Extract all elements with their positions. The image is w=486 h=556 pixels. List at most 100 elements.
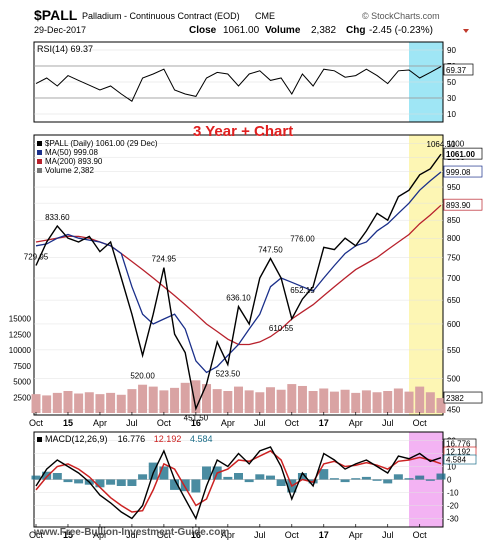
macd-legend-entry: 12.192 bbox=[154, 434, 182, 444]
price-value-tag bbox=[443, 147, 483, 160]
price-point-label: 724.95 bbox=[152, 255, 177, 264]
macd-histogram-bar bbox=[244, 479, 254, 483]
price-point-label: 610.55 bbox=[269, 324, 294, 333]
x-tick-label: Oct bbox=[157, 530, 172, 540]
macd-value-tag bbox=[443, 454, 477, 465]
x-tick-label: Jul bbox=[254, 530, 266, 540]
price-legend: $PALL (Daily) 1061.00 (29 Dec)MA(50) 999… bbox=[37, 139, 158, 175]
volume-value: 2,382 bbox=[311, 25, 336, 36]
x-tick-label: 17 bbox=[319, 530, 329, 540]
macd-histogram-bar bbox=[63, 479, 73, 483]
price-point-label: 729.95 bbox=[24, 253, 49, 262]
price-legend-swatch bbox=[37, 141, 42, 146]
macd-histogram-bar bbox=[404, 478, 414, 480]
price-tick-label: 1100 bbox=[447, 139, 465, 148]
rsi-series-line bbox=[35, 66, 442, 102]
volume-bar bbox=[265, 387, 275, 413]
macd-histogram-bar bbox=[170, 479, 180, 490]
macd-histogram-bar bbox=[138, 474, 148, 480]
volume-bar bbox=[52, 392, 62, 413]
macd-histogram-bar bbox=[42, 471, 52, 480]
x-tick-label: 16 bbox=[191, 418, 201, 428]
volume-tick-label: 7500 bbox=[13, 362, 31, 371]
price-point-label: 523.50 bbox=[216, 370, 241, 379]
macd-tick-label: 0 bbox=[447, 476, 452, 485]
macd-histogram-bar bbox=[106, 479, 116, 485]
volume-bar bbox=[31, 394, 41, 413]
macd-histogram-bar bbox=[202, 466, 212, 480]
volume-bar bbox=[255, 392, 265, 413]
price-legend-entry: MA(200) 893.90 bbox=[45, 157, 103, 166]
volume-bar bbox=[383, 391, 393, 413]
chart-date: 29-Dec-2017 bbox=[34, 25, 86, 35]
price-tick-label: 550 bbox=[447, 346, 461, 355]
x-tick-label: Oct bbox=[29, 530, 44, 540]
price-value-tag-text: 893.90 bbox=[446, 201, 471, 210]
x-tick-label: Jul bbox=[382, 418, 394, 428]
volume-bar bbox=[148, 386, 158, 413]
macd-histogram-bar bbox=[52, 473, 62, 480]
price-line bbox=[35, 153, 442, 412]
volume-bar bbox=[436, 398, 446, 413]
price-highlight bbox=[409, 135, 443, 415]
x-tick-label: Apr bbox=[221, 530, 235, 540]
volume-bar bbox=[223, 391, 233, 413]
x-tick-label: Oct bbox=[413, 530, 428, 540]
macd-histogram-bar bbox=[116, 479, 126, 486]
macd-histogram-bar bbox=[415, 475, 425, 480]
price-legend-entry: Volume 2,382 bbox=[45, 166, 94, 175]
x-tick-label: Jul bbox=[126, 418, 138, 428]
price-value-tag bbox=[443, 165, 483, 178]
x-tick-label: 15 bbox=[63, 530, 73, 540]
rsi-last-tag bbox=[443, 63, 474, 76]
x-tick-label: Jul bbox=[254, 418, 266, 428]
volume-bar bbox=[42, 395, 52, 413]
macd-histogram-bar bbox=[329, 478, 339, 480]
x-tick-label: Oct bbox=[413, 418, 428, 428]
volume-label: Volume bbox=[265, 25, 301, 36]
price-legend-swatch bbox=[37, 168, 42, 173]
x-tick-label: 16 bbox=[191, 530, 201, 540]
price-point-label: 776.00 bbox=[290, 234, 315, 243]
macd-histogram-bar bbox=[361, 476, 371, 480]
price-point-label: 636.10 bbox=[226, 294, 251, 303]
down-triangle-icon bbox=[463, 29, 469, 33]
macd-histogram-bar bbox=[319, 469, 329, 480]
macd-line bbox=[35, 446, 442, 521]
volume-bar bbox=[116, 394, 126, 413]
x-tick-label: Apr bbox=[93, 530, 107, 540]
volume-bar bbox=[425, 392, 435, 413]
macd-legend-swatch bbox=[37, 437, 42, 442]
volume-bar bbox=[361, 390, 371, 413]
macd-histogram-bar bbox=[383, 479, 393, 484]
macd-legend-entry: 4.584 bbox=[190, 434, 213, 444]
macd-histogram-bar bbox=[393, 474, 403, 480]
x-tick-label: Apr bbox=[221, 418, 235, 428]
macd-tick-label: -10 bbox=[447, 489, 459, 498]
volume-tick-label: 2500 bbox=[13, 393, 31, 402]
chart-exchange: CME bbox=[255, 11, 275, 21]
volume-bar bbox=[404, 391, 414, 413]
price-tick-label: 700 bbox=[447, 274, 461, 283]
volume-bar bbox=[63, 391, 73, 413]
macd-histogram-bar bbox=[425, 479, 435, 481]
price-legend-entry: MA(50) 999.08 bbox=[45, 148, 98, 157]
macd-histogram-bar bbox=[340, 479, 350, 483]
volume-bar bbox=[170, 387, 180, 413]
volume-bar bbox=[351, 392, 361, 413]
chg-label: Chg bbox=[346, 25, 365, 36]
volume-tick-label: 5000 bbox=[13, 378, 31, 387]
x-tick-label: Oct bbox=[29, 418, 44, 428]
macd-legend-entry: MACD(12,26,9) bbox=[45, 434, 108, 444]
macd-legend: MACD(12,26,9) 16.776 12.192 4.584 bbox=[37, 434, 213, 444]
x-tick-label: Oct bbox=[157, 418, 172, 428]
x-tick-label: Apr bbox=[349, 418, 363, 428]
volume-bar bbox=[106, 392, 116, 413]
macd-tick-label: 10 bbox=[447, 463, 456, 472]
x-tick-label: Oct bbox=[285, 418, 300, 428]
macd-value-tag-text: 4.584 bbox=[446, 456, 467, 465]
price-value-tag-text: 999.08 bbox=[446, 168, 471, 177]
rsi-tick-label: 30 bbox=[447, 94, 456, 103]
